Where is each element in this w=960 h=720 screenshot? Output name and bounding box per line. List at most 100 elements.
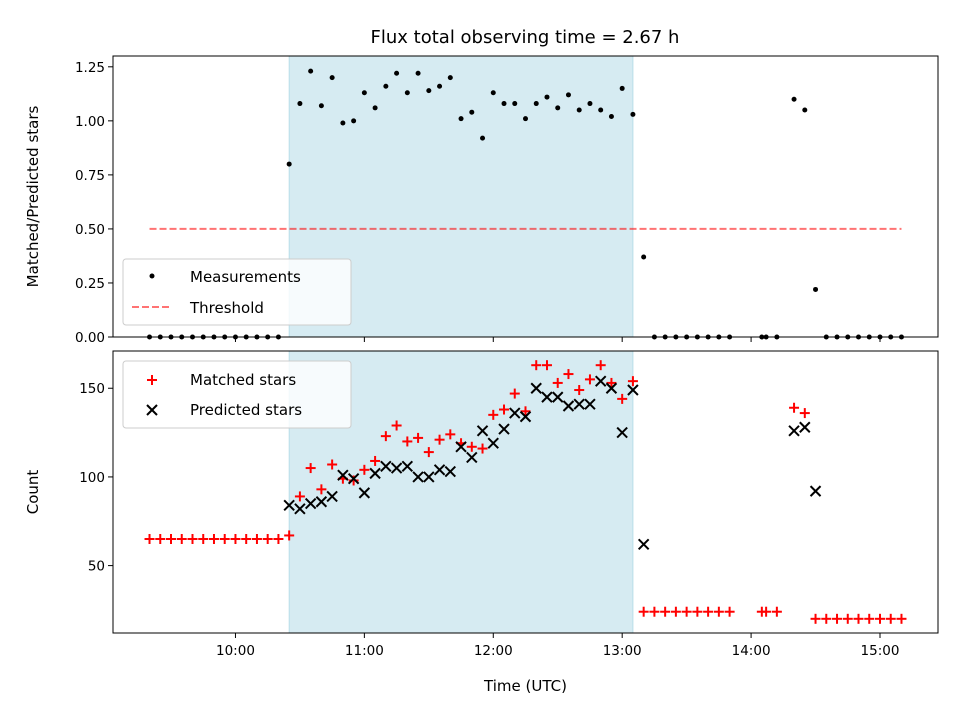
matched-star-point — [499, 404, 510, 415]
measurement-point — [329, 75, 335, 81]
matched-star-point — [262, 534, 273, 544]
y-tick-label: 50 — [88, 559, 105, 575]
top-y-ticks: 0.00 0.25 0.50 0.75 1.00 1.25 — [75, 60, 113, 346]
top-axes-frame — [112, 55, 939, 338]
matched-star-point — [230, 534, 241, 544]
matched-star-point — [703, 606, 714, 617]
measurement-point — [469, 109, 475, 115]
predicted-star-point — [466, 451, 478, 464]
predicted-star-point — [304, 497, 317, 510]
measurement-point — [415, 70, 421, 76]
measurement-point — [813, 286, 819, 292]
matched-star-point — [488, 409, 499, 420]
matched-star-point — [885, 613, 896, 624]
measurement-point — [372, 105, 378, 111]
matched-star-point — [241, 534, 252, 544]
measurement-point — [351, 118, 357, 124]
measurement-point — [447, 75, 453, 81]
predicted-star-point — [358, 487, 371, 499]
predicted-star-point — [498, 423, 510, 435]
x-tick-label: 15:00 — [861, 643, 900, 659]
matched-star-point — [864, 613, 875, 624]
measurement-point — [630, 111, 636, 117]
matched-star-point — [187, 534, 198, 544]
matched-star-point — [198, 534, 209, 544]
matched-star-point — [681, 606, 692, 617]
matched-star-point — [789, 402, 800, 413]
matched-star-point — [617, 393, 628, 404]
matched-star-point — [359, 464, 370, 475]
legend-matched-label: Matched stars — [190, 371, 296, 389]
predicted-star-point — [315, 496, 328, 508]
x-tick-label: 14:00 — [732, 643, 771, 659]
y-tick-label: 150 — [79, 381, 105, 397]
predicted-star-point — [541, 391, 553, 403]
matched-star-point — [348, 475, 359, 486]
matched-star-point — [584, 374, 595, 385]
measurement-point — [426, 88, 432, 94]
matched-star-point — [219, 534, 230, 544]
matched-star-point — [208, 534, 219, 544]
matched-star-point — [638, 606, 649, 617]
x-axis-label: Time (UTC) — [483, 677, 567, 695]
predicted-star-point — [380, 460, 392, 472]
matched-star-point — [574, 385, 585, 396]
measurement-point — [458, 116, 464, 122]
measurement-point — [437, 83, 443, 89]
matched-star-point — [509, 388, 520, 399]
predicted-star-point — [562, 400, 575, 412]
matched-star-point — [821, 613, 832, 624]
matched-star-point — [423, 447, 434, 458]
legend-predicted-label: Predicted stars — [190, 401, 302, 419]
matched-star-point — [251, 534, 262, 544]
matched-star-point — [294, 491, 305, 502]
y-tick-label: 0.50 — [75, 222, 105, 238]
measurement-point — [394, 70, 400, 76]
matched-star-point — [477, 443, 488, 454]
matched-star-point — [520, 406, 531, 417]
measurement-point — [555, 105, 561, 111]
top-legend: Measurements Threshold — [122, 258, 352, 326]
matched-star-point — [799, 408, 810, 419]
matched-star-point — [761, 606, 772, 617]
matched-star-point — [874, 613, 885, 624]
predicted-star-point — [573, 398, 585, 410]
predicted-star-point — [412, 471, 424, 483]
predicted-star-points — [283, 375, 822, 551]
bottom-x-ticks: 10:00 11:00 12:00 13:00 14:00 15:00 — [216, 633, 899, 659]
predicted-star-point — [627, 384, 639, 396]
y-tick-label: 1.25 — [75, 60, 105, 76]
matched-star-point — [649, 606, 660, 617]
predicted-star-point — [401, 460, 414, 472]
matched-star-point — [305, 463, 316, 474]
predicted-star-point — [444, 465, 457, 478]
measurement-points — [147, 68, 904, 340]
measurement-point — [802, 107, 808, 113]
measurement-point — [512, 101, 518, 107]
bottom-legend: Matched stars Predicted stars — [122, 360, 352, 429]
predicted-star-point — [637, 538, 650, 551]
x-tick-label: 13:00 — [603, 643, 642, 659]
predicted-star-point — [433, 464, 446, 476]
x-tick-label: 12:00 — [474, 643, 513, 659]
measurement-point — [501, 101, 507, 107]
matched-star-point — [832, 613, 843, 624]
measurement-point — [490, 90, 496, 96]
predicted-star-point — [487, 437, 499, 449]
predicted-star-point — [809, 485, 822, 497]
matched-star-point — [370, 455, 381, 466]
measurement-point — [587, 101, 593, 107]
matched-star-point — [466, 441, 477, 452]
predicted-star-point — [455, 441, 467, 453]
matched-star-point — [896, 613, 907, 624]
matched-star-point — [316, 484, 327, 495]
matched-star-point — [402, 436, 413, 447]
bottom-y-ticks: 50 100 150 — [79, 381, 113, 575]
top-panel: 0.00 0.25 0.50 0.75 1.00 1.25 Matched/Predict… — [24, 55, 939, 346]
measurement-point — [318, 103, 324, 109]
matched-star-point — [670, 606, 681, 617]
matched-star-point — [692, 606, 703, 617]
predicted-star-point — [423, 471, 435, 483]
matched-star-point — [552, 377, 563, 388]
